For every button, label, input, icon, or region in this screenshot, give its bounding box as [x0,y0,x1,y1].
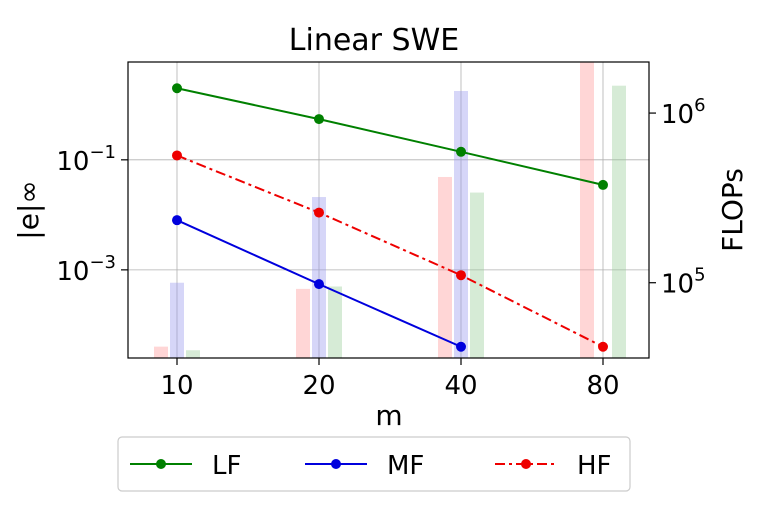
bar-lf [470,192,484,358]
point-lf [456,146,466,157]
legend-frame [117,436,631,492]
plot-frame [127,61,650,359]
bar-mf [170,282,184,358]
point-hf [314,207,324,218]
bar-lf [612,85,626,358]
bar-mf [312,197,326,358]
series-line-lf [176,87,604,186]
bar-hf [296,288,310,358]
x-tick-label: 40 [444,371,477,401]
bar-lf [186,350,200,358]
right-y-tick-label: 105 [661,265,706,300]
x-tick-label: 10 [160,371,193,401]
point-lf [598,179,608,190]
bar-hf [580,62,594,358]
x-axis-label: m [375,399,402,432]
x-tick-label: 80 [586,371,619,401]
point-mf [456,341,466,352]
left-y-axis-label: |e|∞ [12,180,45,239]
x-tick-label: 20 [302,371,335,401]
legend-label-hf: HF [577,451,612,481]
point-mf [172,215,182,226]
grid [128,62,649,358]
bar-mf [454,90,468,359]
legend-marker-lf [156,459,166,469]
point-lf [172,83,182,94]
bar-lf [328,286,342,358]
legend: LF MF HF [117,436,631,492]
series-lines [172,83,608,352]
series-line-hf [176,154,604,348]
point-mf [314,279,324,290]
legend-marker-mf [331,459,341,469]
point-hf [172,150,182,161]
left-y-ticks: 10−1 10−3 [56,142,128,287]
legend-marker-hf [521,459,531,469]
legend-label-mf: MF [387,451,424,481]
right-y-ticks: 105 106 [649,95,706,300]
point-hf [598,341,608,352]
point-hf [456,270,466,281]
bars [154,62,626,359]
right-y-axis-label: FLOPs [716,168,749,252]
left-y-tick-label: 10−1 [56,142,116,177]
bar-hf [154,346,168,358]
chart-title: Linear SWE [289,23,459,58]
legend-label-lf: LF [212,451,241,481]
bar-hf [438,176,452,358]
right-y-tick-label: 106 [661,95,706,130]
point-lf [314,114,324,125]
left-y-tick-label: 10−3 [56,252,116,287]
x-ticks: 10 20 40 80 [160,358,620,401]
